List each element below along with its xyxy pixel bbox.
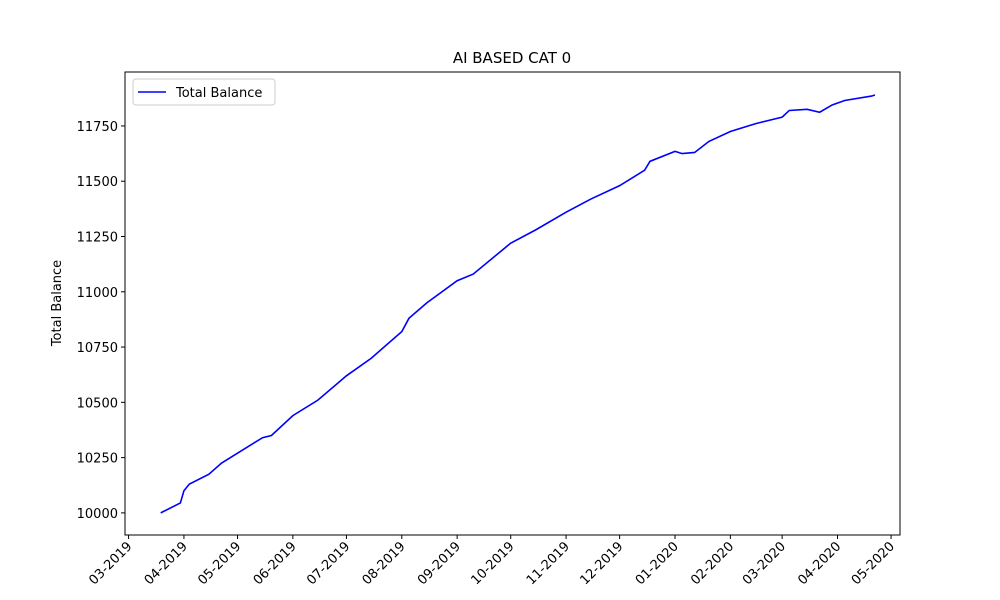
y-tick-label: 10500: [77, 396, 118, 411]
legend-label: Total Balance: [175, 86, 262, 101]
x-tick-label: 05-2019: [195, 539, 244, 588]
x-tick-label: 12-2019: [577, 539, 626, 588]
y-tick-label: 11750: [77, 120, 118, 135]
data-line: [160, 94, 876, 514]
x-tick-label: 06-2019: [251, 539, 300, 588]
x-tick-label: 01-2020: [633, 539, 682, 588]
x-tick-label: 10-2019: [469, 539, 518, 588]
y-tick-label: 10250: [77, 452, 118, 467]
x-tick-label: 03-2019: [86, 539, 135, 588]
y-tick-label: 11000: [77, 286, 118, 301]
x-tick-label: 08-2019: [360, 539, 409, 588]
x-tick-label: 07-2019: [304, 539, 353, 588]
x-tick-label: 09-2019: [415, 539, 464, 588]
x-tick-label: 02-2020: [688, 539, 737, 588]
x-tick-label: 05-2020: [849, 539, 898, 588]
y-axis-label: Total Balance: [50, 260, 65, 347]
legend-box: [132, 78, 276, 106]
x-tick-label: 03-2020: [740, 539, 789, 588]
y-tick-label: 10000: [77, 507, 118, 522]
y-tick-label: 11250: [77, 231, 118, 246]
plot-frame: [124, 71, 901, 536]
x-tick-label: 04-2019: [142, 539, 191, 588]
y-tick-label: 10750: [77, 341, 118, 356]
chart-title: AI BASED CAT 0: [453, 49, 571, 67]
x-tick-label: 11-2019: [524, 539, 573, 588]
x-tick-label: 04-2020: [795, 539, 844, 588]
y-tick-label: 11500: [77, 175, 118, 190]
